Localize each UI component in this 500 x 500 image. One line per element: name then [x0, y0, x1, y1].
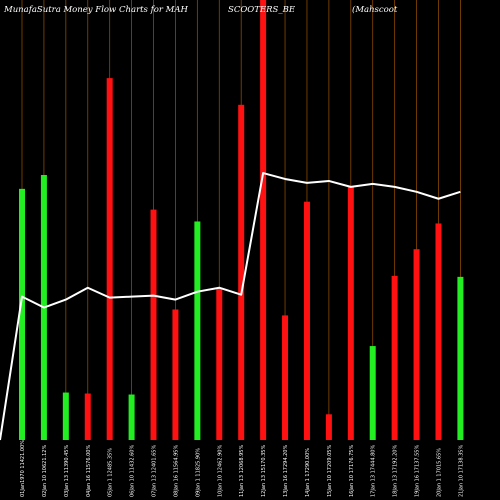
chart-title-symbol: SCOOTERS_BE [228, 5, 296, 15]
bar-up [194, 221, 201, 440]
bar-down [260, 0, 267, 440]
bar-down [150, 209, 157, 440]
bar-down [413, 249, 420, 440]
x-tick-label: 13Jan 16 17294.20% [283, 445, 289, 497]
bar-up [128, 394, 135, 440]
bar-up [62, 392, 69, 440]
money-flow-line-series [0, 172, 461, 441]
bar-down [325, 414, 332, 440]
bar-down [172, 309, 179, 440]
x-tick-label: 20Jan 1 17015.65% [436, 448, 442, 497]
x-tick-label: 04Jan 16 11576.00% [86, 445, 92, 497]
bar-down [84, 393, 91, 440]
x-tick-labels: 01Jan1970 11421.00% 02Jan 10 10621.12% 03J… [20, 440, 464, 497]
bar-down [238, 104, 245, 440]
chart-title-left: MunafaSutra Money Flow Charts for MAH [3, 5, 188, 15]
x-tick-label: 01Jan1970 11421.00% [20, 440, 26, 497]
x-tick-label: 21Jan 10 17138.35% [458, 445, 464, 497]
x-tick-label: 11Jan 13 12068.95% [239, 445, 245, 497]
chart-title-company: (Mahscoot [352, 4, 398, 15]
x-tick-label: 14Jan 1 17290.00% [305, 448, 311, 497]
x-tick-label: 09Jan 1 11825.90% [195, 448, 201, 497]
x-tick-label: 06Jan 10 11432.60% [130, 445, 136, 497]
x-tick-label: 15Jan 10 17209.05% [327, 445, 333, 497]
x-tick-label: 17Jan 13 17444.80% [371, 445, 377, 497]
x-tick-label: 10Jan 10 12462.90% [217, 445, 223, 497]
money-flow-line [0, 172, 461, 441]
bar-up [457, 276, 464, 440]
x-tick-label: 05Jan 1 12485.35% [108, 448, 114, 497]
x-tick-label: 12Jan 13 15170.35% [261, 445, 267, 497]
bar-up [369, 346, 376, 440]
bar-up [19, 188, 25, 440]
x-tick-label: 08Jan 16 11564.95% [173, 445, 179, 497]
bar-down [347, 186, 354, 440]
x-tick-label: 07Jan 13 12401.65% [152, 445, 158, 497]
bar-down [435, 223, 442, 440]
x-tick-label: 16Jan 10 17176.75% [349, 445, 355, 497]
x-tick-label: 02Jan 10 10621.12% [42, 445, 48, 497]
bar-down [106, 78, 113, 440]
x-tick-label: 19Jan 16 17137.55% [415, 445, 421, 497]
x-tick-label: 03Jan 13 11390.45% [64, 445, 70, 497]
bar-down [303, 201, 310, 440]
bar-down [282, 315, 289, 440]
bar-down [216, 288, 223, 440]
bar-down [391, 275, 398, 440]
x-tick-label: 18Jan 13 17192.20% [393, 445, 399, 497]
